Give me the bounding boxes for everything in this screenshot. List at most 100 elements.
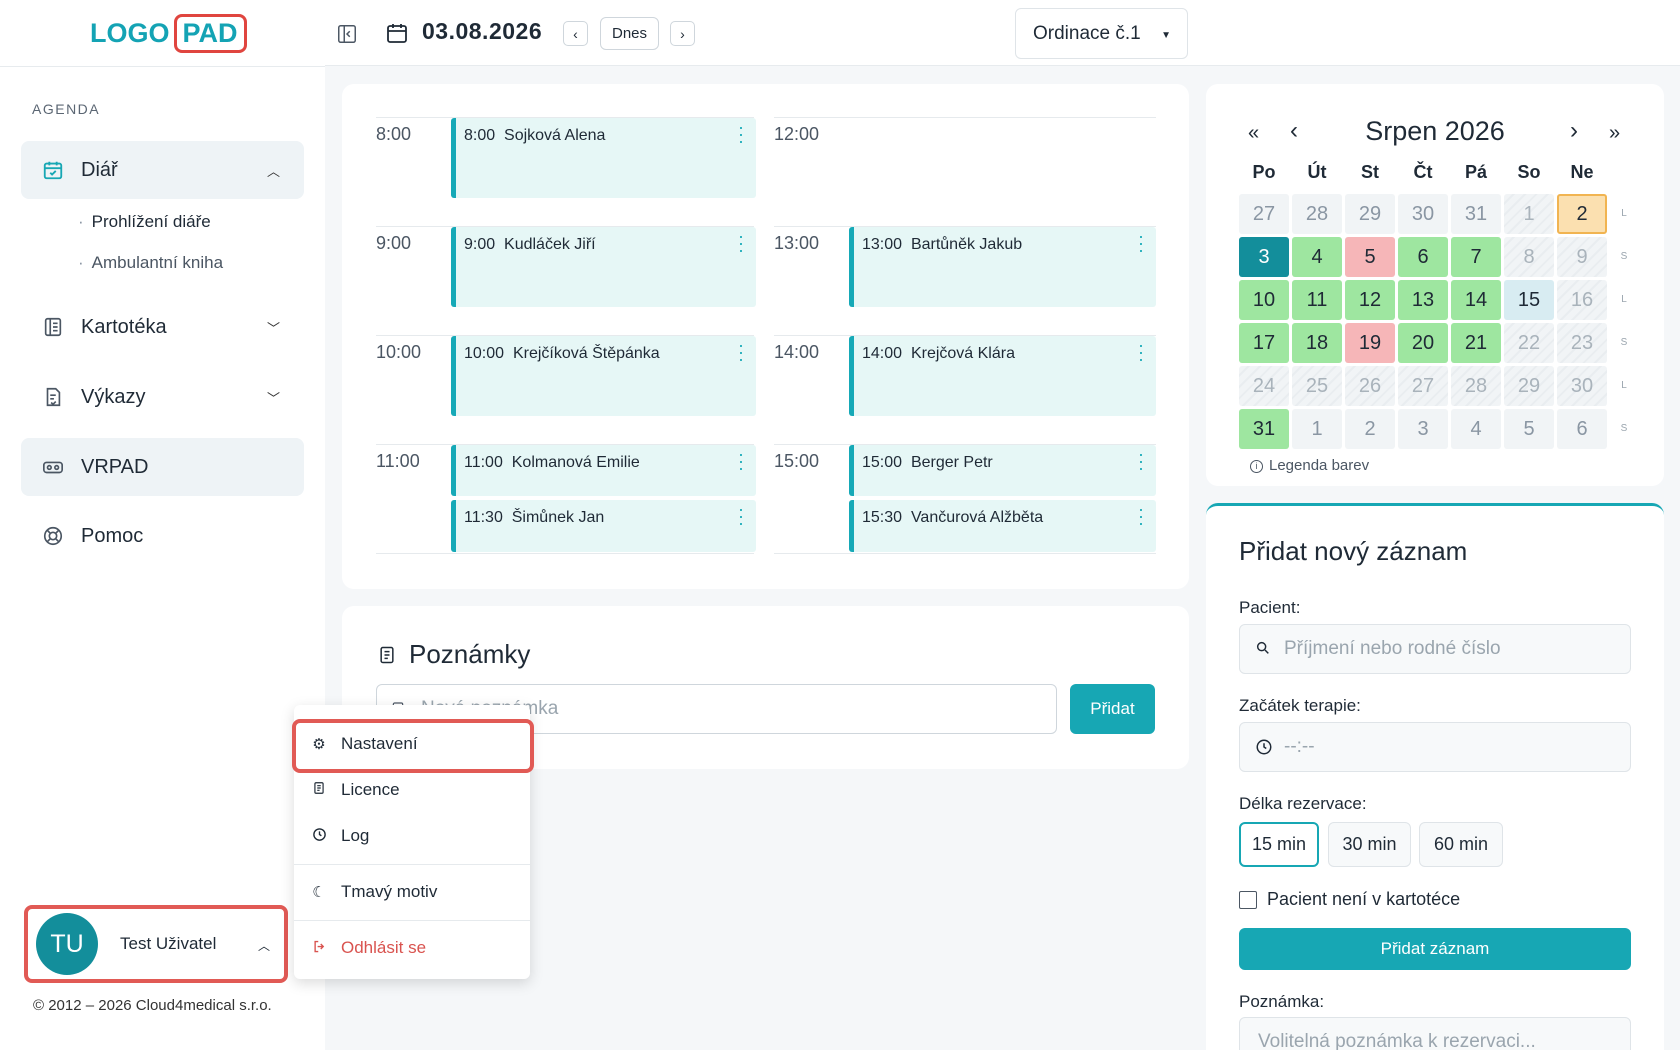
- menu-item-log[interactable]: Log: [294, 813, 530, 859]
- calendar-day[interactable]: 20: [1398, 323, 1448, 363]
- appointment[interactable]: 15:30 Vančurová Alžběta · · ·: [849, 500, 1156, 552]
- calendar-day[interactable]: 10: [1239, 280, 1289, 320]
- calendar-day[interactable]: 17: [1239, 323, 1289, 363]
- calendar-day[interactable]: 24: [1239, 366, 1289, 406]
- prev-month-button[interactable]: ‹: [1290, 117, 1298, 144]
- more-icon[interactable]: · · ·: [1138, 335, 1144, 369]
- appointment[interactable]: 9:00 Kudláček Jiří · · ·: [451, 227, 756, 307]
- calendar-day[interactable]: 16: [1557, 280, 1607, 320]
- calendar-day[interactable]: 1: [1292, 409, 1342, 449]
- appointment[interactable]: 8:00 Sojková Alena · · ·: [451, 118, 756, 198]
- appointment[interactable]: 15:00 Berger Petr · · ·: [849, 445, 1156, 496]
- calendar-day[interactable]: 6: [1398, 237, 1448, 277]
- add-note-button[interactable]: Přidat: [1070, 684, 1155, 734]
- calendar-day[interactable]: 12: [1345, 280, 1395, 320]
- calendar-day[interactable]: 27: [1239, 194, 1289, 234]
- week-marker: S: [1620, 423, 1628, 434]
- more-icon[interactable]: · · ·: [1138, 499, 1144, 533]
- calendar-day[interactable]: 30: [1557, 366, 1607, 406]
- calendar-day[interactable]: 22: [1504, 323, 1554, 363]
- calendar-day[interactable]: 6: [1557, 409, 1607, 449]
- menu-divider: [294, 864, 530, 865]
- menu-item-dark-theme[interactable]: ☾ Tmavý motiv: [294, 869, 530, 915]
- sidebar-item-diar[interactable]: Diář ︿: [21, 141, 304, 199]
- sidebar-item-pomoc[interactable]: Pomoc: [21, 507, 304, 565]
- menu-item-settings[interactable]: ⚙ Nastavení: [294, 721, 530, 767]
- calendar-day[interactable]: 14: [1451, 280, 1501, 320]
- calendar-icon[interactable]: [385, 21, 409, 45]
- calendar-day[interactable]: 31: [1451, 194, 1501, 234]
- subitem-ambulantni-kniha[interactable]: Ambulantní kniha: [78, 253, 223, 273]
- calendar-day[interactable]: 11: [1292, 280, 1342, 320]
- calendar-day[interactable]: 25: [1292, 366, 1342, 406]
- next-day-button[interactable]: ›: [670, 21, 695, 46]
- appointment[interactable]: 13:00 Bartůněk Jakub · · ·: [849, 227, 1156, 307]
- patient-search-input[interactable]: Příjmení nebo rodné číslo: [1239, 624, 1631, 674]
- calendar-day[interactable]: 9: [1557, 237, 1607, 277]
- duration-30-button[interactable]: 30 min: [1328, 822, 1411, 867]
- more-icon[interactable]: · · ·: [1138, 444, 1144, 478]
- calendar-day[interactable]: 29: [1345, 194, 1395, 234]
- calendar-day[interactable]: 23: [1557, 323, 1607, 363]
- calendar-day[interactable]: 5: [1504, 409, 1554, 449]
- calendar-day[interactable]: 4: [1451, 409, 1501, 449]
- sidebar-item-kartoteka[interactable]: Kartotéka ﹀: [21, 298, 304, 356]
- menu-item-logout[interactable]: Odhlásit se: [294, 925, 530, 971]
- calendar-day[interactable]: 3: [1398, 409, 1448, 449]
- logo[interactable]: LOGO PAD: [90, 14, 247, 53]
- legend-link[interactable]: i Legenda barev: [1250, 457, 1369, 474]
- calendar-day[interactable]: 3: [1239, 237, 1289, 277]
- appointment[interactable]: 11:00 Kolmanová Emilie · · ·: [451, 445, 756, 496]
- calendar-day[interactable]: 13: [1398, 280, 1448, 320]
- appointment[interactable]: 14:00 Krejčová Klára · · ·: [849, 336, 1156, 416]
- prev-year-button[interactable]: «: [1248, 122, 1260, 144]
- more-icon[interactable]: · · ·: [738, 335, 744, 369]
- more-icon[interactable]: · · ·: [738, 117, 744, 151]
- calendar-day[interactable]: 29: [1504, 366, 1554, 406]
- calendar-day[interactable]: 18: [1292, 323, 1342, 363]
- calendar-day[interactable]: 30: [1398, 194, 1448, 234]
- chevron-right-icon: ›: [680, 25, 685, 42]
- calendar-day[interactable]: 28: [1451, 366, 1501, 406]
- calendar-day[interactable]: 21: [1451, 323, 1501, 363]
- weekday-label: Pá: [1464, 162, 1488, 182]
- calendar-day[interactable]: 5: [1345, 237, 1395, 277]
- calendar-day[interactable]: 27: [1398, 366, 1448, 406]
- reservation-note-input[interactable]: Volitelná poznámka k rezervaci...: [1239, 1017, 1631, 1050]
- next-month-button[interactable]: ›: [1570, 117, 1578, 144]
- more-icon[interactable]: · · ·: [1138, 226, 1144, 260]
- not-in-registry-row[interactable]: Pacient není v kartotéce: [1239, 889, 1460, 910]
- prev-day-button[interactable]: ‹: [563, 21, 588, 46]
- calendar-day[interactable]: 19: [1345, 323, 1395, 363]
- toggle-sidebar-icon[interactable]: [336, 23, 358, 45]
- next-year-button[interactable]: »: [1609, 122, 1621, 144]
- more-icon[interactable]: · · ·: [738, 226, 744, 260]
- calendar-day[interactable]: 26: [1345, 366, 1395, 406]
- calendar-day[interactable]: 15: [1504, 280, 1554, 320]
- calendar-day[interactable]: 1: [1504, 194, 1554, 234]
- calendar-day[interactable]: 7: [1451, 237, 1501, 277]
- sidebar-item-vrpad[interactable]: VRPAD: [21, 438, 304, 496]
- office-select[interactable]: Ordinace č.1 ▼: [1015, 8, 1188, 59]
- checkbox[interactable]: [1239, 890, 1257, 909]
- calendar-day[interactable]: 31: [1239, 409, 1289, 449]
- duration-60-button[interactable]: 60 min: [1419, 822, 1503, 867]
- calendar-day[interactable]: 28: [1292, 194, 1342, 234]
- appointment[interactable]: 10:00 Krejčíková Štěpánka · · ·: [451, 336, 756, 416]
- menu-item-license[interactable]: Licence: [294, 767, 530, 813]
- more-icon[interactable]: · · ·: [738, 444, 744, 478]
- subitem-prohlizeni[interactable]: Prohlížení diáře: [78, 212, 211, 232]
- calendar-day[interactable]: 2: [1557, 194, 1607, 234]
- sidebar-item-vykazy[interactable]: Výkazy ﹀: [21, 368, 304, 426]
- appointment[interactable]: 11:30 Šimůnek Jan · · ·: [451, 500, 756, 552]
- start-time-input[interactable]: --:--: [1239, 722, 1631, 772]
- logo-badge: PAD: [173, 14, 247, 53]
- add-record-button[interactable]: Přidat záznam: [1239, 928, 1631, 970]
- calendar-day[interactable]: 8: [1504, 237, 1554, 277]
- calendar-day[interactable]: 4: [1292, 237, 1342, 277]
- user-card[interactable]: TU Test Uživatel ︿: [24, 905, 288, 983]
- more-icon[interactable]: · · ·: [738, 499, 744, 533]
- today-button[interactable]: Dnes: [600, 17, 659, 50]
- calendar-day[interactable]: 2: [1345, 409, 1395, 449]
- duration-15-button[interactable]: 15 min: [1239, 822, 1319, 867]
